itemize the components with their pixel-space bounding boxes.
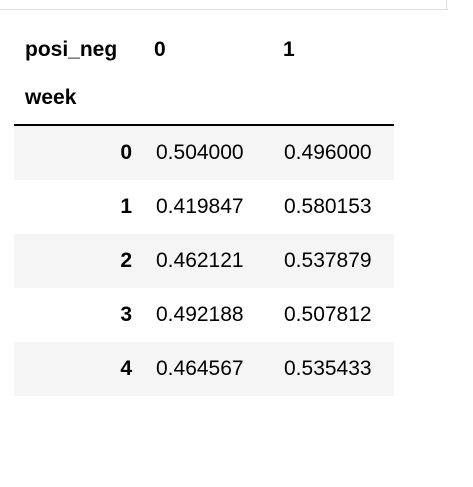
row-index: 2 — [120, 249, 132, 272]
dataframe-table: posi_neg 0 1 week 0 0.504000 0.496000 1 … — [14, 30, 394, 396]
table-cell: 0.504000 — [156, 141, 244, 164]
index-name-label: week — [25, 86, 77, 109]
table-cell: 0.496000 — [284, 141, 372, 164]
table-cell: 0.580153 — [284, 195, 372, 218]
table-row: 4 0.464567 0.535433 — [14, 342, 394, 396]
column-header: 0 — [154, 38, 166, 61]
table-row: 1 0.419847 0.580153 — [14, 180, 394, 234]
table-cell: 0.535433 — [284, 357, 372, 380]
table-row: 2 0.462121 0.537879 — [14, 234, 394, 288]
table-cell: 0.507812 — [284, 303, 372, 326]
table-cell: 0.464567 — [156, 357, 244, 380]
cell-divider — [0, 9, 448, 10]
index-header-row: week — [14, 70, 394, 126]
table-cell: 0.537879 — [284, 249, 372, 272]
table-cell: 0.462121 — [156, 249, 244, 272]
table-row: 3 0.492188 0.507812 — [14, 288, 394, 342]
column-header: 1 — [283, 38, 295, 61]
row-index: 0 — [120, 141, 132, 164]
columns-name-label: posi_neg — [25, 38, 118, 61]
cell-divider-edge — [446, 0, 447, 10]
row-index: 1 — [120, 195, 132, 218]
table-cell: 0.419847 — [156, 195, 244, 218]
row-index: 3 — [120, 303, 132, 326]
row-index: 4 — [120, 357, 132, 380]
table-row: 0 0.504000 0.496000 — [14, 126, 394, 180]
column-header-row: posi_neg 0 1 — [14, 30, 394, 70]
table-cell: 0.492188 — [156, 303, 244, 326]
